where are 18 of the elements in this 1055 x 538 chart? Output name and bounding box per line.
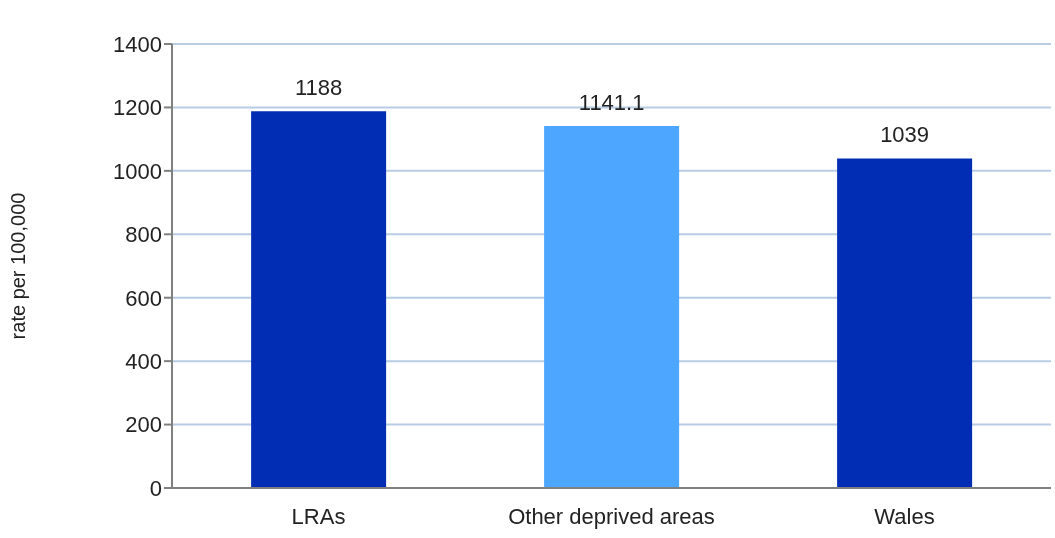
y-tick-label: 1400 xyxy=(113,31,162,57)
x-tick-label: Wales xyxy=(874,503,935,529)
data-label: 1039 xyxy=(880,122,930,148)
bar xyxy=(544,126,680,488)
y-tick-label: 0 xyxy=(149,475,162,501)
y-tick-label: 1000 xyxy=(113,158,162,184)
data-label: 1188 xyxy=(294,75,343,101)
x-tick-label: Other deprived areas xyxy=(508,503,715,529)
y-tick-label: 1200 xyxy=(113,95,162,121)
x-tick-label: LRAs xyxy=(291,503,346,529)
bar xyxy=(837,158,973,488)
y-tick-label: 200 xyxy=(125,412,162,438)
y-axis-title: rate per 100,000 xyxy=(7,192,30,340)
data-label: 1141.1 xyxy=(578,90,645,116)
y-tick-label: 400 xyxy=(125,348,162,374)
bar xyxy=(251,111,387,488)
y-tick-label: 600 xyxy=(125,285,162,311)
y-tick-label: 800 xyxy=(125,222,162,248)
